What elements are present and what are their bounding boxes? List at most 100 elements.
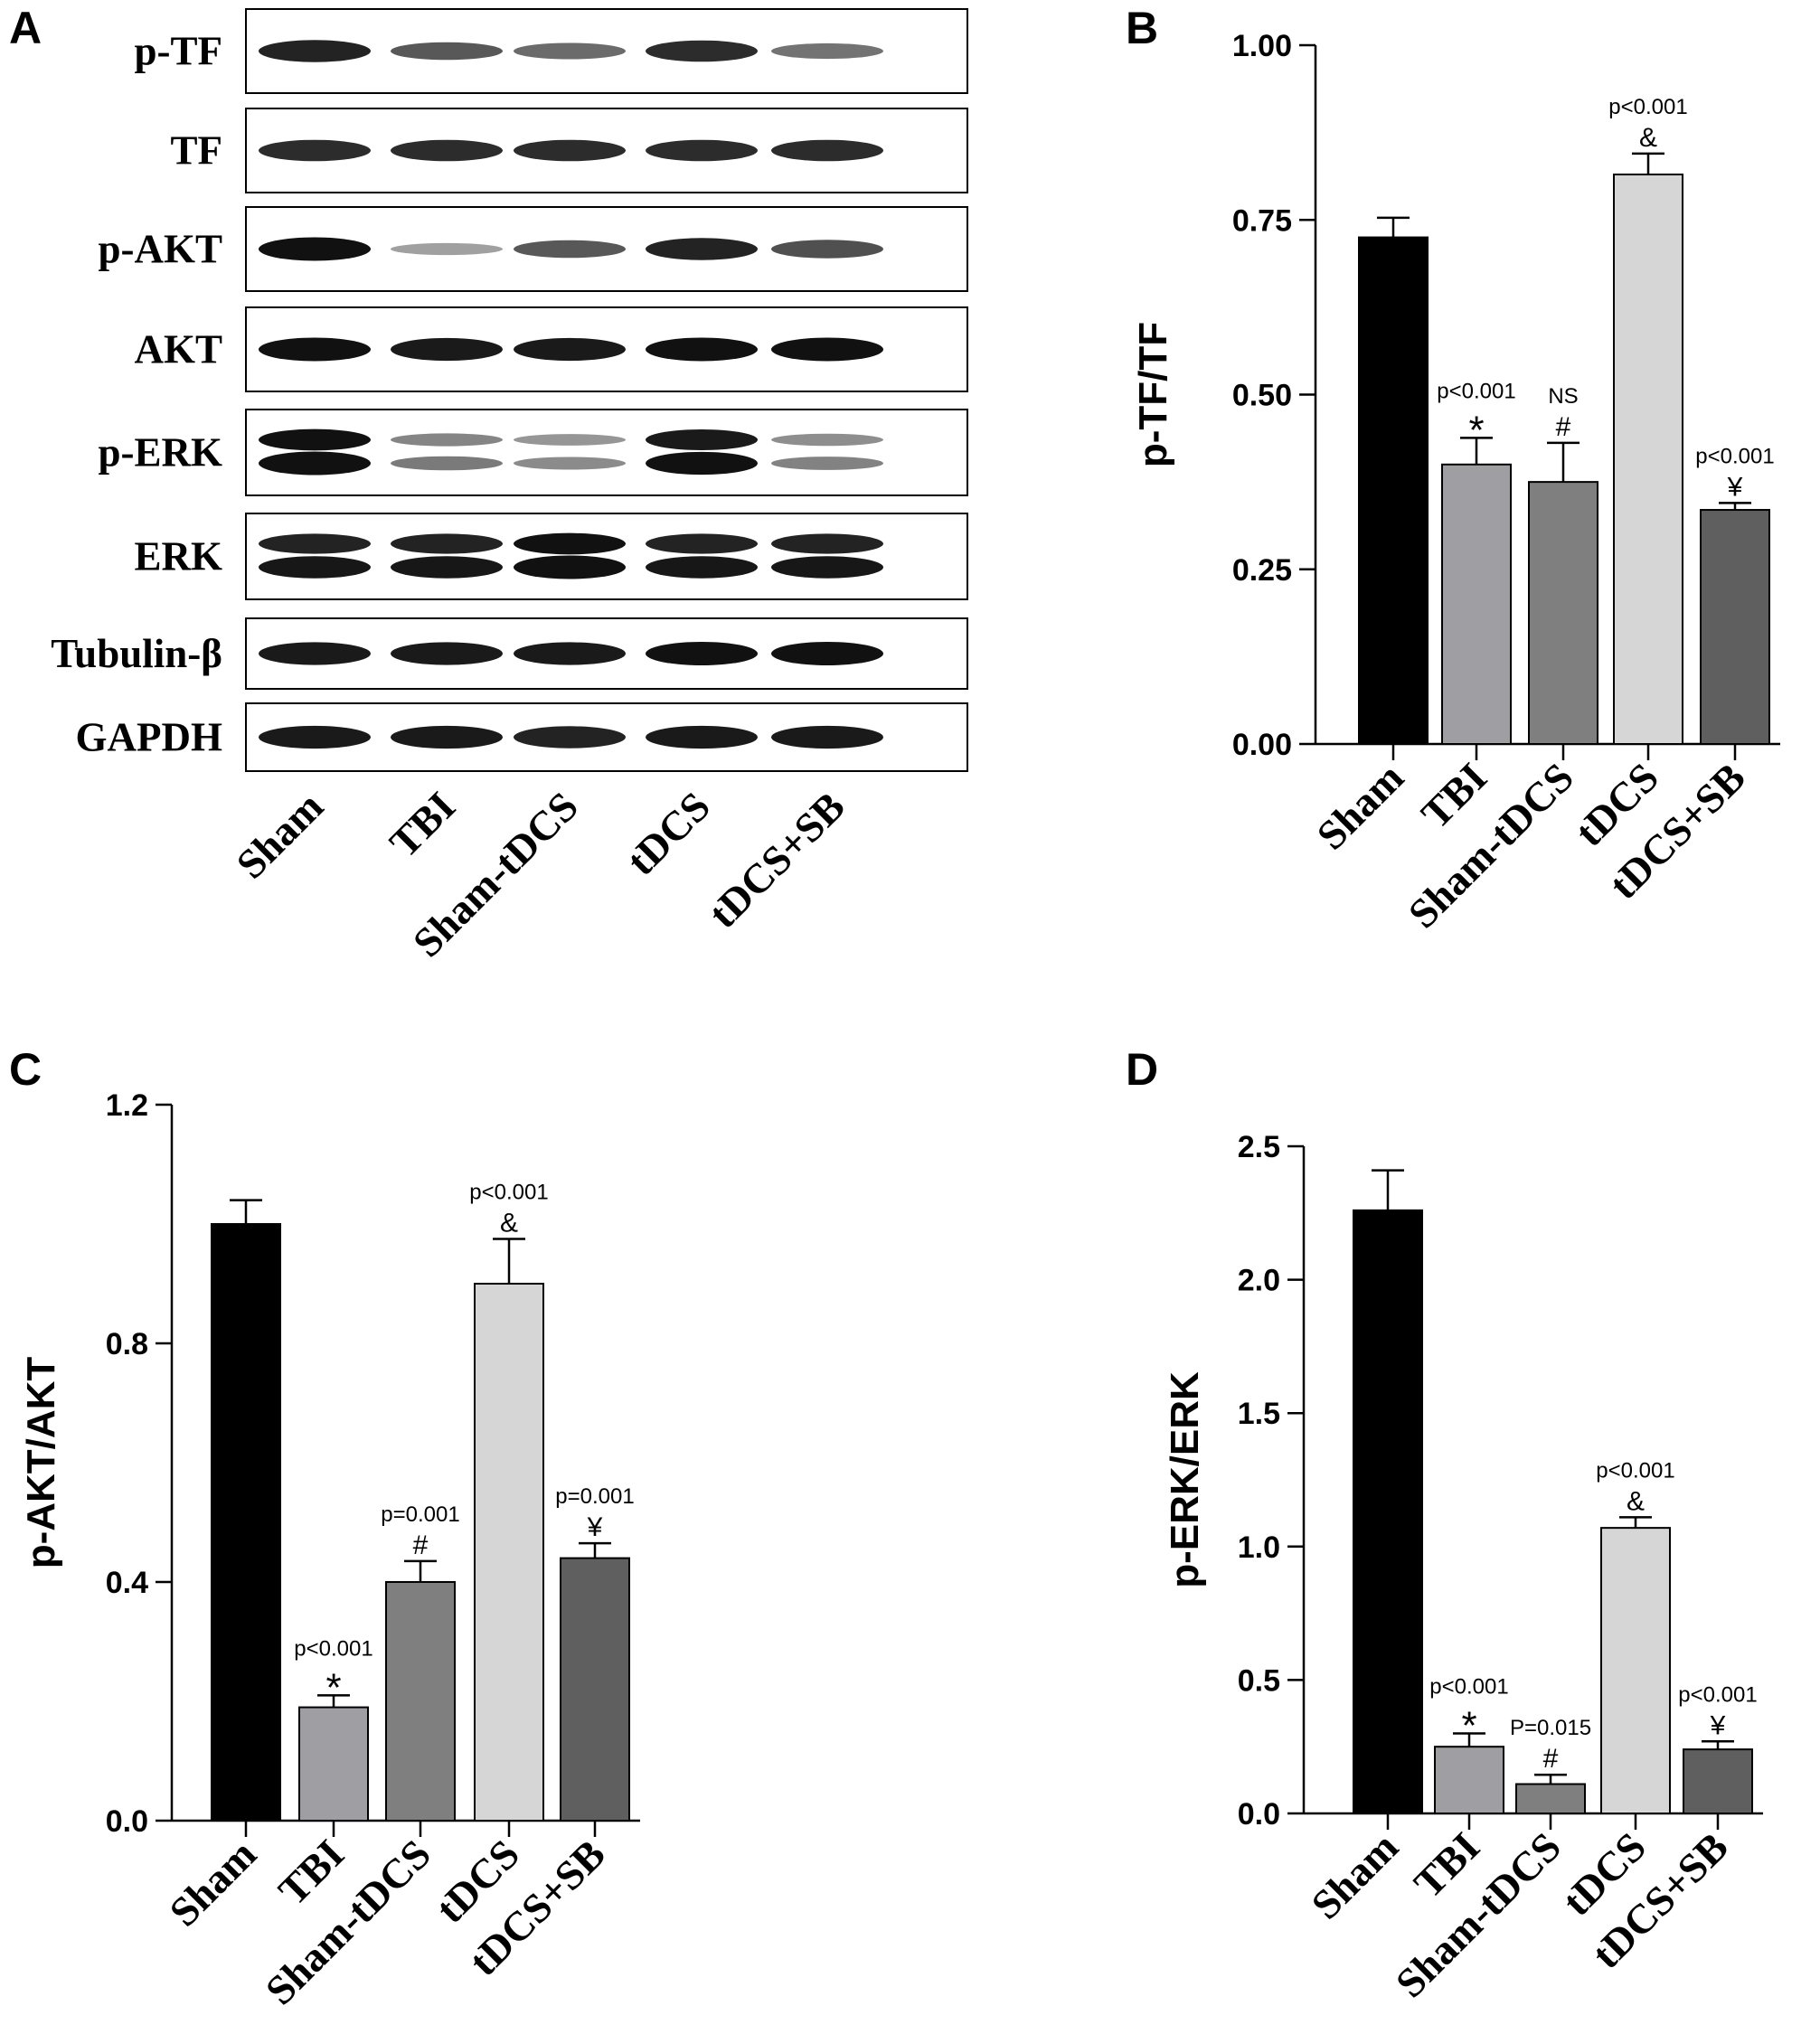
blot-band-p-erk-lower-lane-1 bbox=[259, 451, 371, 476]
blot-band-p-tf-lane-4 bbox=[646, 40, 758, 62]
blot-band-tf-lane-4 bbox=[646, 139, 758, 162]
blot-band-p-akt-lane-2 bbox=[391, 242, 503, 256]
chart-panel-d: D 0.00.51.01.52.02.5p-ERK/ERKShamTBISham… bbox=[1126, 1044, 1763, 2006]
p-value-label-tdcs: p<0.001 bbox=[469, 1181, 548, 1205]
blot-band-gapdh-lane-2 bbox=[391, 725, 503, 749]
bar-sham bbox=[1358, 236, 1429, 745]
p-value-label-tdcs: p<0.001 bbox=[1608, 95, 1687, 119]
blot-band-p-erk-lower-lane-2 bbox=[391, 456, 503, 471]
p-value-label-tbi: p<0.001 bbox=[1437, 379, 1515, 403]
y-tick-label-2: 1.0 bbox=[1238, 1530, 1280, 1565]
bar-tdcs bbox=[1613, 174, 1683, 745]
blot-band-akt-lane-2 bbox=[391, 337, 503, 362]
blot-band-akt-lane-5 bbox=[771, 337, 883, 362]
x-tick-label-sham: Sham bbox=[1302, 1823, 1407, 1928]
significance-symbol-tdcs: & bbox=[500, 1209, 518, 1238]
blot-row-label-p-akt: p-AKT bbox=[98, 227, 222, 272]
significance-symbol-tdcs: & bbox=[1627, 1486, 1645, 1516]
significance-symbol-tdcs-sb: ¥ bbox=[587, 1512, 603, 1542]
blot-row-label-tf: TF bbox=[170, 128, 222, 174]
blot-band-p-akt-lane-3 bbox=[514, 240, 626, 259]
blot-band-tf-lane-5 bbox=[771, 139, 883, 162]
y-tick-label-2: 0.8 bbox=[106, 1327, 148, 1361]
blot-band-tubulin-lane-3 bbox=[514, 642, 626, 665]
blot-band-erk-upper-lane-4 bbox=[646, 533, 758, 554]
y-tick-label-5: 2.5 bbox=[1238, 1130, 1280, 1164]
blot-band-erk-lower-lane-5 bbox=[771, 556, 883, 579]
y-tick-label-1: 0.5 bbox=[1238, 1663, 1280, 1698]
blot-band-akt-lane-4 bbox=[646, 337, 758, 362]
bar-sham-tdcs bbox=[385, 1581, 456, 1822]
blot-band-erk-lower-lane-4 bbox=[646, 556, 758, 579]
significance-symbol-tbi: * bbox=[1461, 1703, 1476, 1747]
significance-symbol-sham-tdcs: # bbox=[413, 1530, 429, 1560]
blot-band-p-tf-lane-5 bbox=[771, 42, 883, 60]
blot-band-p-erk-lower-lane-5 bbox=[771, 457, 883, 470]
significance-symbol-tdcs-sb: ¥ bbox=[1727, 472, 1743, 502]
bar-sham-tdcs bbox=[1528, 481, 1598, 745]
blot-row-label-p-erk: p-ERK bbox=[98, 430, 222, 476]
blot-row-box-erk bbox=[245, 513, 968, 600]
blot-band-p-tf-lane-2 bbox=[391, 42, 503, 61]
y-axis-title: p-TF/TF bbox=[1131, 322, 1175, 467]
y-axis-title: p-AKT/AKT bbox=[19, 1357, 63, 1569]
blot-band-tf-lane-3 bbox=[514, 139, 626, 162]
blot-band-akt-lane-3 bbox=[514, 337, 626, 362]
blot-band-erk-upper-lane-5 bbox=[771, 533, 883, 554]
y-tick-label-0: 0.0 bbox=[106, 1804, 148, 1839]
p-value-label-sham-tdcs: p=0.001 bbox=[381, 1502, 459, 1527]
significance-symbol-tdcs: & bbox=[1639, 123, 1657, 153]
significance-symbol-sham-tdcs: # bbox=[1543, 1744, 1559, 1774]
blot-band-p-erk-lower-lane-4 bbox=[646, 451, 758, 476]
blot-lane-label-tdcs-sb: tDCS+SB bbox=[700, 783, 853, 937]
bar-tbi bbox=[298, 1706, 369, 1822]
bar-tbi bbox=[1441, 463, 1512, 745]
y-tick-label-1: 0.4 bbox=[106, 1566, 148, 1600]
blot-band-erk-lower-lane-2 bbox=[391, 556, 503, 579]
y-tick-label-0: 0.0 bbox=[1238, 1797, 1280, 1832]
blot-lane-label-sham: Sham bbox=[227, 783, 332, 888]
y-tick-label-4: 2.0 bbox=[1238, 1264, 1280, 1298]
blot-band-gapdh-lane-5 bbox=[771, 725, 883, 749]
panel-letter-b: B bbox=[1126, 3, 1158, 53]
blot-band-erk-upper-lane-1 bbox=[259, 533, 371, 554]
blot-band-p-tf-lane-3 bbox=[514, 42, 626, 60]
blot-lane-label-tbi: TBI bbox=[381, 783, 464, 866]
y-tick-label-4: 1.00 bbox=[1232, 29, 1292, 63]
x-tick-label-sham-tdcs: Sham-tDCS bbox=[257, 1831, 439, 2013]
p-value-label-tdcs-sb: p<0.001 bbox=[1678, 1682, 1757, 1707]
y-tick-label-1: 0.25 bbox=[1232, 553, 1292, 588]
bar-tbi bbox=[1434, 1746, 1504, 1814]
blot-band-tubulin-lane-1 bbox=[259, 642, 371, 665]
bar-sham bbox=[1353, 1209, 1423, 1814]
y-tick-label-2: 0.50 bbox=[1232, 379, 1292, 413]
blot-band-erk-lower-lane-1 bbox=[259, 556, 371, 579]
bar-tdcs bbox=[474, 1283, 544, 1822]
p-value-label-sham-tdcs: NS bbox=[1548, 384, 1578, 409]
blot-band-tf-lane-1 bbox=[259, 139, 371, 162]
x-tick-label-sham: Sham bbox=[160, 1831, 265, 1935]
bar-tdcs bbox=[1600, 1527, 1671, 1814]
blot-band-gapdh-lane-3 bbox=[514, 726, 626, 749]
p-value-label-tbi: p<0.001 bbox=[1429, 1674, 1508, 1699]
significance-symbol-tbi: * bbox=[1468, 408, 1484, 452]
blot-lane-label-tdcs: tDCS bbox=[618, 783, 719, 884]
panel-letter-d: D bbox=[1126, 1044, 1158, 1095]
blot-band-p-erk-upper-lane-1 bbox=[259, 428, 371, 451]
bar-tdcs-sb bbox=[1700, 509, 1770, 745]
blot-band-p-erk-upper-lane-3 bbox=[514, 434, 626, 446]
x-tick-label-sham: Sham bbox=[1307, 754, 1412, 859]
p-value-label-tdcs-sb: p<0.001 bbox=[1695, 444, 1774, 468]
blot-row-label-p-tf: p-TF bbox=[134, 29, 222, 74]
significance-symbol-tdcs-sb: ¥ bbox=[1710, 1710, 1726, 1740]
bar-sham bbox=[211, 1223, 281, 1822]
blot-band-erk-upper-lane-2 bbox=[391, 533, 503, 554]
blot-band-p-erk-lower-lane-3 bbox=[514, 457, 626, 470]
blot-band-p-erk-upper-lane-4 bbox=[646, 429, 758, 450]
y-tick-label-3: 1.5 bbox=[1238, 1397, 1280, 1431]
p-value-label-tdcs-sb: p=0.001 bbox=[555, 1484, 634, 1509]
blot-band-p-erk-upper-lane-5 bbox=[771, 433, 883, 447]
